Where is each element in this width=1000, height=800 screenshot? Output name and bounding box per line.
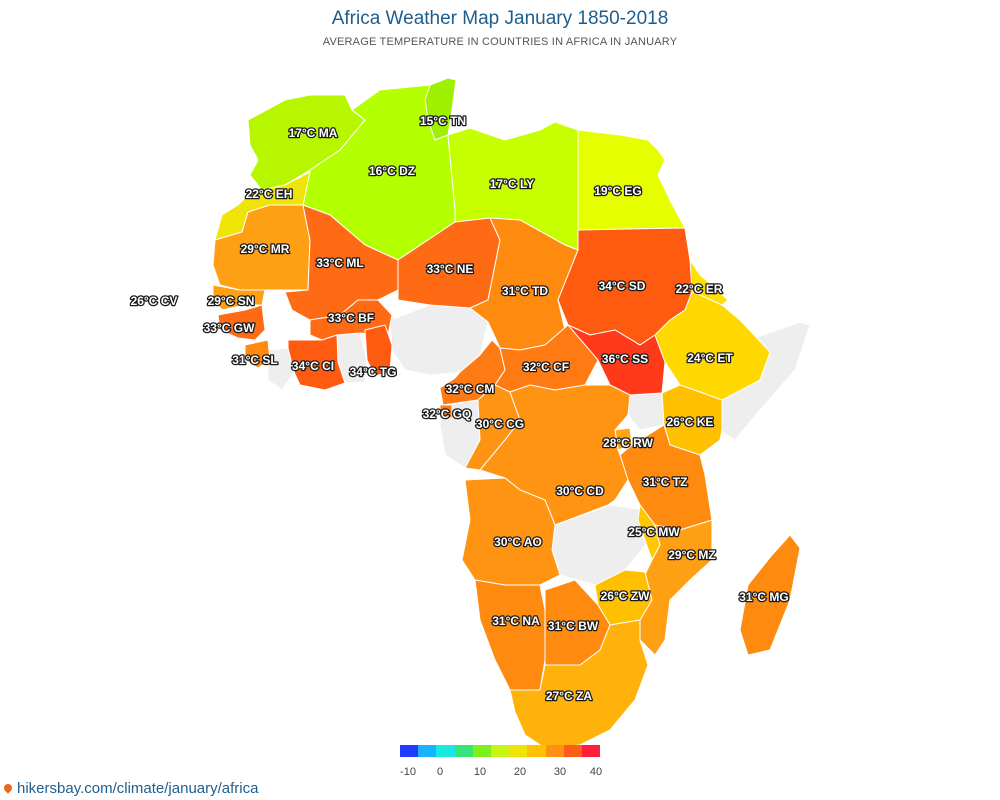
label-ma: 17°C MA: [289, 126, 338, 140]
legend-swatch: [400, 745, 419, 757]
label-zw: 26°C ZW: [601, 589, 650, 603]
country-cd[interactable]: [479, 384, 631, 526]
label-rw: 28°C RW: [603, 436, 654, 450]
label-cd: 30°C CD: [556, 484, 604, 498]
label-gw: 33°C GW: [204, 321, 255, 335]
country-sl[interactable]: [244, 339, 271, 369]
country-mz[interactable]: [639, 519, 713, 656]
legend-swatch: [545, 745, 564, 757]
label-td: 31°C TD: [502, 284, 548, 298]
label-ne: 33°C NE: [427, 262, 474, 276]
label-gq: 32°C GQ: [423, 407, 472, 421]
label-na: 31°C NA: [492, 614, 540, 628]
legend-swatch: [472, 745, 491, 757]
label-bw: 31°C BW: [548, 619, 599, 633]
label-mz: 29°C MZ: [668, 548, 715, 562]
label-mg: 31°C MG: [739, 590, 788, 604]
legend-swatch: [418, 745, 437, 757]
label-sd: 34°C SD: [599, 279, 646, 293]
region-uganda: [627, 392, 665, 431]
label-ml: 33°C ML: [316, 256, 363, 270]
country-mg[interactable]: [739, 534, 801, 656]
legend-tick: 40: [589, 766, 603, 778]
country-na[interactable]: [474, 579, 546, 691]
label-mw: 25°C MW: [628, 525, 680, 539]
label-tg: 34°C TG: [350, 365, 397, 379]
source-link-text: hikersbay.com/climate/january/africa: [17, 780, 259, 797]
map-title: Africa Weather Map January 1850-2018: [331, 8, 669, 29]
legend-swatch: [490, 745, 510, 757]
country-gw[interactable]: [217, 304, 266, 341]
country-regions: [136, 77, 801, 749]
legend-swatch: [581, 745, 601, 757]
country-cv[interactable]: [136, 295, 146, 306]
label-bf: 33°C BF: [328, 311, 374, 325]
legend-tick: 0: [436, 766, 444, 778]
label-dz: 16°C DZ: [369, 164, 415, 178]
label-eg: 19°C EG: [594, 184, 641, 198]
label-sl: 31°C SL: [232, 353, 277, 367]
label-cv: 26°C CV: [131, 294, 178, 308]
label-ci: 34°C CI: [292, 359, 334, 373]
legend-swatch: [563, 745, 582, 757]
label-eh: 22°C EH: [246, 187, 293, 201]
legend-tick: 30: [553, 766, 567, 778]
legend-swatch: [509, 745, 528, 757]
location-pin-icon: [2, 782, 14, 794]
region-liberia: [267, 347, 295, 391]
legend-swatch: [436, 745, 455, 757]
country-tg[interactable]: [364, 324, 393, 377]
label-za: 27°C ZA: [546, 689, 592, 703]
legend-tick: -10: [400, 766, 416, 778]
legend-tick: 10: [473, 766, 487, 778]
country-labels: 17°C MA 15°C TN 16°C DZ 17°C LY 19°C EG 22°C …: [129, 113, 790, 705]
country-za[interactable]: [509, 619, 649, 749]
legend-tick: 20: [513, 766, 527, 778]
country-gq[interactable]: [439, 404, 453, 419]
label-ss: 36°C SS: [602, 352, 648, 366]
country-ci[interactable]: [287, 334, 346, 391]
color-scale-legend: [400, 745, 601, 757]
label-ly: 17°C LY: [490, 177, 534, 191]
label-er: 22°C ER: [676, 282, 723, 296]
label-tn: 15°C TN: [420, 114, 466, 128]
source-link[interactable]: hikersbay.com/climate/january/africa: [2, 780, 259, 797]
country-et[interactable]: [654, 291, 771, 401]
label-cf: 32°C CF: [523, 360, 569, 374]
label-cg: 30°C CG: [476, 417, 524, 431]
map-subtitle: AVERAGE TEMPERATURE IN COUNTRIES IN AFRI…: [322, 36, 678, 48]
label-mr: 29°C MR: [241, 242, 290, 256]
label-cm: 32°C CM: [446, 382, 495, 396]
label-et: 24°C ET: [687, 351, 733, 365]
country-ao[interactable]: [461, 477, 561, 586]
legend-swatch: [527, 745, 546, 757]
label-tz: 31°C TZ: [643, 475, 688, 489]
country-eg[interactable]: [577, 129, 686, 231]
label-sn: 29°C SN: [208, 294, 255, 308]
country-sn[interactable]: [212, 284, 266, 311]
label-ao: 30°C AO: [494, 535, 542, 549]
legend-swatch: [454, 745, 473, 757]
label-ke: 26°C KE: [667, 415, 714, 429]
